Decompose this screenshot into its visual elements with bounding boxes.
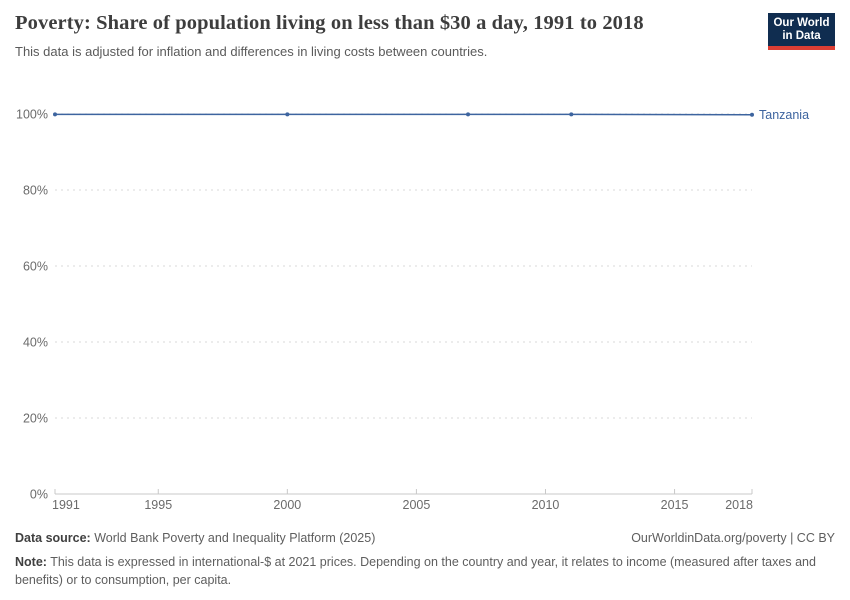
data-point-marker[interactable]: [750, 112, 754, 117]
data-source-text: World Bank Poverty and Inequality Platfo…: [94, 531, 376, 545]
y-axis-tick-label: 20%: [23, 412, 48, 426]
x-axis-tick-label: 1991: [52, 498, 80, 512]
x-axis-tick-label: 2005: [403, 498, 431, 512]
x-axis-tick-label: 2015: [661, 498, 689, 512]
owid-logo[interactable]: Our World in Data: [768, 13, 835, 50]
x-axis-tick-label: 2018: [725, 498, 753, 512]
line-chart: 0% 20% 40% 60% 80% 100% 1991 1995 2000 2005 2010 20…: [16, 108, 809, 513]
chart-header: Poverty: Share of population living on l…: [15, 10, 760, 60]
note-label: Note:: [15, 555, 47, 569]
data-point-marker[interactable]: [466, 112, 471, 117]
y-axis-tick-label: 0%: [30, 488, 48, 502]
entity-label[interactable]: Tanzania: [759, 108, 809, 122]
note-line: Note: This data is expressed in internat…: [15, 553, 835, 589]
data-point-marker[interactable]: [53, 112, 57, 117]
y-axis-tick-label: 100%: [16, 108, 48, 122]
x-axis-tick-label: 1995: [144, 498, 172, 512]
owid-logo-line2: in Data: [782, 29, 821, 42]
data-point-marker[interactable]: [569, 112, 574, 117]
owid-logo-line1: Our World: [773, 16, 830, 29]
x-axis-tick-label: 2000: [273, 498, 301, 512]
owid-url-link[interactable]: OurWorldinData.org/poverty | CC BY: [631, 531, 835, 545]
chart-footer: Data source: World Bank Poverty and Ineq…: [15, 531, 835, 589]
chart-subtitle: This data is adjusted for inflation and …: [15, 44, 488, 59]
y-axis-tick-label: 60%: [23, 260, 48, 274]
data-point-marker[interactable]: [285, 112, 290, 117]
data-source-line: Data source: World Bank Poverty and Ineq…: [15, 531, 375, 546]
x-axis-tick-label: 2010: [532, 498, 560, 512]
chart-title: Poverty: Share of population living on l…: [15, 12, 644, 34]
data-source-label: Data source:: [15, 531, 91, 545]
note-text: This data is expressed in international-…: [15, 555, 816, 587]
y-axis-tick-label: 40%: [23, 336, 48, 350]
y-axis-tick-label: 80%: [23, 184, 48, 198]
